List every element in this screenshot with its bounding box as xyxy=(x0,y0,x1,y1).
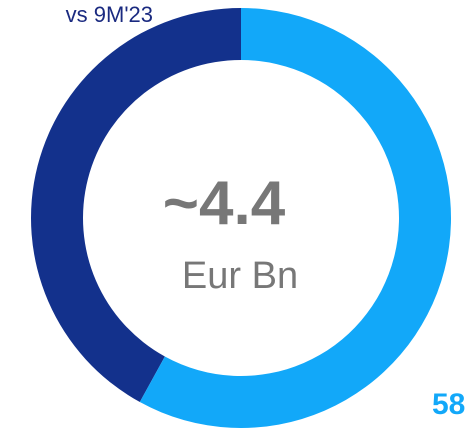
subtitle: vs 9M'23 xyxy=(66,2,153,27)
donut-segment xyxy=(30,8,241,403)
center-unit: Eur Bn xyxy=(182,255,298,297)
center-value: ~4.4 xyxy=(163,169,286,238)
value-label: 58 xyxy=(432,388,465,421)
donut-segment xyxy=(139,8,451,428)
